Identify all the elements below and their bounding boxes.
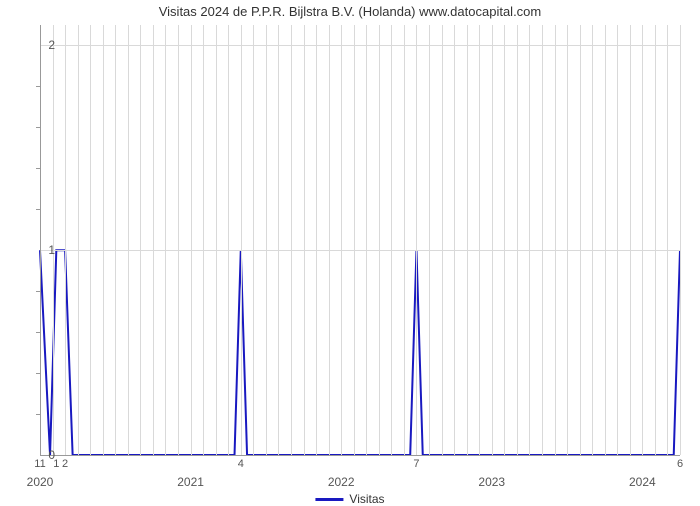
grid-line-vertical <box>216 25 217 455</box>
grid-line-vertical <box>366 25 367 455</box>
x-year-label: 2022 <box>328 475 355 489</box>
grid-line-vertical <box>617 25 618 455</box>
grid-line-horizontal <box>40 45 680 46</box>
legend-swatch <box>315 498 343 501</box>
y-tick-label: 1 <box>48 243 55 257</box>
grid-line-vertical <box>65 25 66 455</box>
grid-line-vertical <box>128 25 129 455</box>
series-line <box>40 250 680 455</box>
grid-line-vertical <box>492 25 493 455</box>
x-data-label: 7 <box>413 458 419 470</box>
grid-line-horizontal <box>40 250 680 251</box>
y-minor-tick <box>36 86 40 87</box>
grid-line-vertical <box>253 25 254 455</box>
x-data-label: 6 <box>677 458 683 470</box>
grid-line-vertical <box>642 25 643 455</box>
grid-line-vertical <box>153 25 154 455</box>
y-minor-tick <box>36 209 40 210</box>
legend: Visitas <box>315 492 384 506</box>
grid-line-vertical <box>567 25 568 455</box>
grid-line-vertical <box>354 25 355 455</box>
grid-line-vertical <box>241 25 242 455</box>
grid-line-vertical <box>191 25 192 455</box>
grid-line-vertical <box>555 25 556 455</box>
grid-line-vertical <box>266 25 267 455</box>
x-year-label: 2021 <box>177 475 204 489</box>
grid-line-vertical <box>90 25 91 455</box>
y-minor-tick <box>36 291 40 292</box>
grid-line-vertical <box>667 25 668 455</box>
grid-line-vertical <box>391 25 392 455</box>
y-tick-label: 2 <box>48 38 55 52</box>
grid-line-vertical <box>165 25 166 455</box>
x-data-label: 1 <box>53 458 59 470</box>
grid-line-vertical <box>429 25 430 455</box>
chart-container: Visitas 2024 de P.P.R. Bijlstra B.V. (Ho… <box>0 0 700 500</box>
grid-line-vertical <box>278 25 279 455</box>
grid-line-vertical <box>630 25 631 455</box>
x-axis-line <box>40 455 680 456</box>
grid-line-vertical <box>542 25 543 455</box>
grid-line-vertical <box>655 25 656 455</box>
grid-line-vertical <box>178 25 179 455</box>
grid-line-vertical <box>529 25 530 455</box>
grid-line-vertical <box>291 25 292 455</box>
y-minor-tick <box>36 127 40 128</box>
grid-line-vertical <box>341 25 342 455</box>
y-minor-tick <box>36 332 40 333</box>
x-year-label: 2020 <box>27 475 54 489</box>
grid-line-vertical <box>605 25 606 455</box>
plot-area <box>40 25 680 455</box>
grid-line-vertical <box>592 25 593 455</box>
grid-line-vertical <box>379 25 380 455</box>
y-axis-line <box>40 25 41 455</box>
grid-line-vertical <box>203 25 204 455</box>
y-minor-tick <box>36 373 40 374</box>
x-year-label: 2024 <box>629 475 656 489</box>
grid-line-vertical <box>680 25 681 455</box>
x-data-label: 2 <box>62 458 68 470</box>
grid-line-vertical <box>580 25 581 455</box>
grid-line-vertical <box>416 25 417 455</box>
grid-line-vertical <box>404 25 405 455</box>
chart-title: Visitas 2024 de P.P.R. Bijlstra B.V. (Ho… <box>0 4 700 19</box>
grid-line-vertical <box>140 25 141 455</box>
grid-line-vertical <box>329 25 330 455</box>
grid-line-vertical <box>53 25 54 455</box>
grid-line-vertical <box>467 25 468 455</box>
grid-line-vertical <box>103 25 104 455</box>
grid-line-vertical <box>504 25 505 455</box>
grid-line-vertical <box>454 25 455 455</box>
grid-line-vertical <box>517 25 518 455</box>
line-series <box>40 25 680 455</box>
x-data-label: 4 <box>238 458 244 470</box>
grid-line-vertical <box>316 25 317 455</box>
x-data-label: 11 <box>34 458 45 470</box>
grid-line-vertical <box>228 25 229 455</box>
grid-line-vertical <box>479 25 480 455</box>
legend-label: Visitas <box>349 492 384 506</box>
grid-line-vertical <box>442 25 443 455</box>
y-minor-tick <box>36 168 40 169</box>
x-year-label: 2023 <box>478 475 505 489</box>
grid-line-vertical <box>304 25 305 455</box>
grid-line-vertical <box>115 25 116 455</box>
grid-line-vertical <box>78 25 79 455</box>
y-minor-tick <box>36 414 40 415</box>
